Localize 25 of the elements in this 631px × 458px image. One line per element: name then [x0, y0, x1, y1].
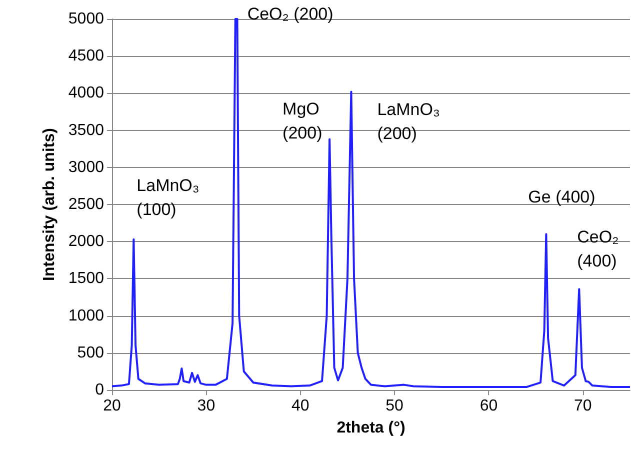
annotation: LaMnO₃ (200) [377, 100, 445, 144]
x-axis-title: 2theta (°) [336, 420, 406, 436]
annotation: Ge (400) [528, 188, 596, 207]
annotation: MgO (200) [282, 100, 324, 143]
annotation: CeO₂ (400) [577, 228, 624, 271]
y-tick-label: 4000 [68, 84, 104, 102]
x-tick-label: 40 [291, 398, 310, 414]
annotation: LaMnO₃ (100) [136, 176, 204, 219]
y-tick-label: 3500 [68, 122, 104, 139]
x-tick-label: 50 [386, 398, 404, 414]
annotation: CeO₂ (200) [247, 4, 334, 24]
x-tick-label: 60 [480, 398, 498, 414]
y-tick-label: 2500 [68, 196, 104, 213]
y-tick-label: 1500 [68, 270, 104, 288]
y-tick-label: 5000 [68, 10, 104, 28]
x-tick-label: 30 [197, 398, 216, 414]
y-tick-label: 2000 [68, 233, 104, 250]
y-tick-label: 0 [95, 382, 104, 398]
y-axis-title: Intensity (arb. units) [41, 128, 58, 281]
y-tick-label: 1000 [68, 307, 104, 324]
y-tick-label: 4500 [68, 48, 104, 65]
y-tick-label: 3000 [68, 158, 104, 176]
x-tick-label: 70 [574, 398, 592, 414]
x-tick-label: 20 [103, 398, 121, 414]
y-tick-label: 500 [77, 344, 104, 362]
